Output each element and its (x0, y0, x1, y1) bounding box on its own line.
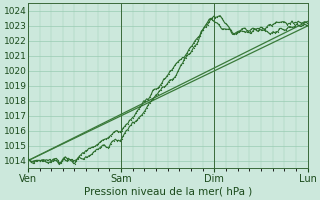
X-axis label: Pression niveau de la mer( hPa ): Pression niveau de la mer( hPa ) (84, 187, 252, 197)
